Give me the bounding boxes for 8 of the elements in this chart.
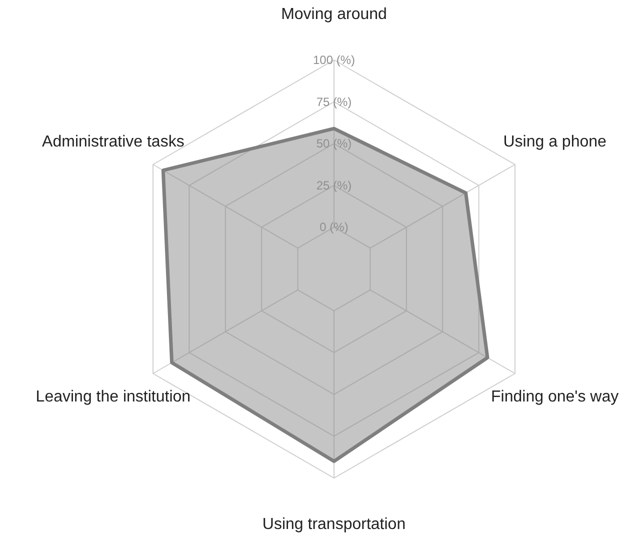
spoke-label: Using transportation (262, 516, 406, 533)
y-tick-label: 75 (%) (316, 94, 352, 109)
y-tick-label: 100 (%) (312, 53, 356, 67)
spoke-label: Administrative tasks (42, 134, 184, 151)
spoke-label: Moving around (281, 6, 387, 24)
spoke-label: Using a phone (503, 134, 607, 151)
spoke-label: Finding one's way (491, 388, 619, 406)
spoke-label: Leaving the institution (36, 388, 191, 406)
